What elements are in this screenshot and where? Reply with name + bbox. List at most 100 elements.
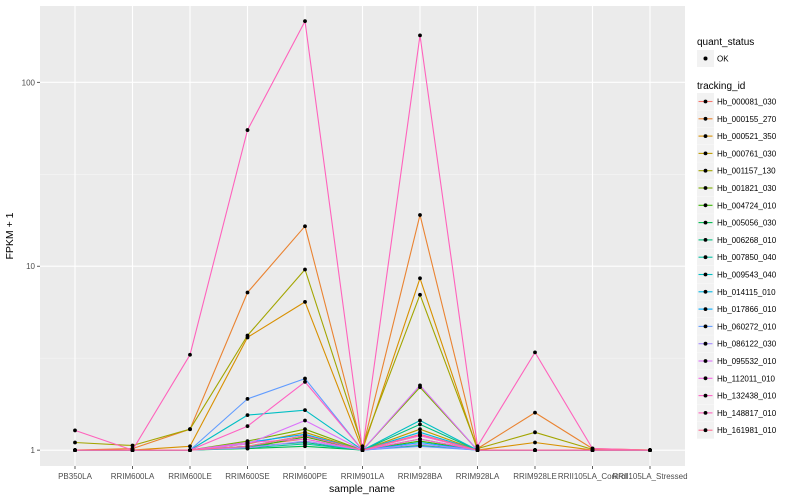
legend-item: Hb_014115_010 — [697, 283, 776, 301]
legend-item: Hb_009543_040 — [697, 266, 777, 283]
y-tick-label: 1 — [31, 446, 36, 455]
x-tick-label: RRIM600LE — [168, 472, 212, 481]
legend-label: Hb_004724_010 — [717, 201, 777, 210]
y-tick-label: 10 — [26, 262, 35, 271]
data-point — [303, 418, 307, 423]
legend-item: Hb_004724_010 — [697, 196, 777, 214]
data-point — [360, 448, 365, 453]
legend-key-point — [703, 411, 708, 415]
data-point — [303, 437, 307, 441]
data-point — [360, 444, 365, 449]
x-tick-label: RRIM928LE — [513, 472, 557, 481]
data-point — [188, 448, 192, 453]
legend-item: Hb_112011_010 — [697, 369, 776, 387]
legend-item: Hb_000761_030 — [697, 144, 777, 162]
data-point — [418, 276, 422, 281]
legend-label: Hb_000155_270 — [717, 115, 777, 124]
data-point — [245, 333, 250, 338]
x-tick-label: RRIM928LA — [456, 472, 500, 481]
data-point — [188, 427, 192, 432]
data-point — [303, 427, 307, 432]
data-point — [303, 442, 307, 446]
x-tick-label: RRIM600PE — [283, 472, 327, 481]
legend-key-point — [703, 341, 708, 346]
data-point — [303, 299, 307, 304]
legend-item: Hb_000521_350 — [697, 127, 777, 145]
legend-item: Hb_007850_040 — [697, 248, 777, 266]
legend-label: Hb_005056_030 — [717, 219, 777, 228]
legend-item: Hb_060272_010 — [697, 317, 777, 335]
legend-item: Hb_017866_010 — [697, 300, 777, 318]
legend-item: Hb_161981_010 — [697, 421, 777, 439]
legend-item: Hb_148817_010 — [697, 404, 777, 422]
legend-label: Hb_009543_040 — [717, 271, 777, 280]
x-tick-label: RRII105LA_Stressed — [612, 472, 687, 481]
data-point — [130, 443, 135, 448]
y-axis: 1 10 100 — [22, 78, 40, 455]
legend-key-point — [703, 186, 708, 190]
legend-label: Hb_148817_010 — [717, 409, 777, 418]
legend-key-point — [703, 151, 708, 156]
x-tick-label: RRIM600SE — [225, 472, 269, 481]
legend-key-point — [703, 428, 708, 433]
data-point — [303, 376, 307, 381]
legend-label: Hb_000761_030 — [717, 149, 777, 158]
data-point — [303, 267, 307, 272]
data-point — [188, 352, 192, 357]
data-point — [303, 433, 307, 438]
data-point — [418, 422, 422, 427]
legend-label: Hb_017866_010 — [717, 305, 777, 314]
y-axis-title: FPKM + 1 — [4, 212, 16, 259]
legend-key-point — [703, 134, 708, 139]
legend-label: Hb_060272_010 — [717, 322, 777, 331]
data-point — [533, 430, 537, 435]
data-point — [418, 427, 422, 432]
data-point — [130, 448, 135, 453]
legend-label: Hb_086122_030 — [717, 340, 777, 349]
legend-item: Hb_000155_270 — [697, 110, 777, 128]
legend-key-point — [703, 376, 708, 381]
data-point — [245, 128, 250, 132]
data-point — [533, 350, 537, 355]
data-point — [245, 440, 250, 445]
data-point — [245, 290, 250, 295]
legend-quant-title: quant_status — [697, 37, 754, 48]
data-point — [475, 448, 480, 453]
legend-item: Hb_132438_010 — [697, 387, 777, 405]
series-points — [73, 19, 652, 453]
data-point — [303, 380, 307, 384]
legend-key-point — [703, 203, 708, 208]
data-point — [303, 19, 307, 24]
legend-quant-status: quant_status OK — [697, 37, 754, 67]
legend-key-point — [703, 99, 708, 104]
data-point — [590, 448, 595, 453]
legend-tracking-id: Hb_000081_030 Hb_000155_270 Hb_000521_350 H… — [697, 93, 777, 439]
x-tick-label: RRIM901LA — [341, 472, 385, 481]
legend-label: Hb_132438_010 — [717, 392, 777, 401]
data-point — [418, 418, 422, 423]
legend-key-point — [703, 272, 708, 277]
data-point — [245, 424, 250, 429]
legend-label: Hb_112011_010 — [717, 374, 776, 383]
x-axis: PB350LA RRIM600LA RRIM600LE RRIM600SE RRIM60… — [58, 466, 688, 481]
x-tick-label: RRIM600LA — [111, 472, 155, 481]
x-tick-label: PB350LA — [58, 472, 92, 481]
data-point — [418, 213, 422, 217]
data-point — [533, 410, 537, 415]
legend-key-point — [703, 359, 708, 363]
data-point — [418, 442, 422, 446]
legend-label: Hb_000081_030 — [717, 98, 777, 107]
data-point — [188, 444, 192, 449]
data-point — [245, 396, 250, 401]
x-axis-title: sample_name — [329, 483, 395, 495]
legend-quant-point — [703, 56, 708, 61]
legend-label: Hb_001157_130 — [717, 167, 776, 176]
legend-key-point — [703, 255, 708, 260]
x-tick-label: RRIM928BA — [398, 472, 443, 481]
data-point — [73, 440, 77, 445]
legend-item: Hb_006268_010 — [697, 231, 777, 249]
data-point — [533, 440, 537, 445]
legend-key-point — [703, 238, 708, 242]
legend-label: Hb_007850_040 — [717, 253, 777, 262]
